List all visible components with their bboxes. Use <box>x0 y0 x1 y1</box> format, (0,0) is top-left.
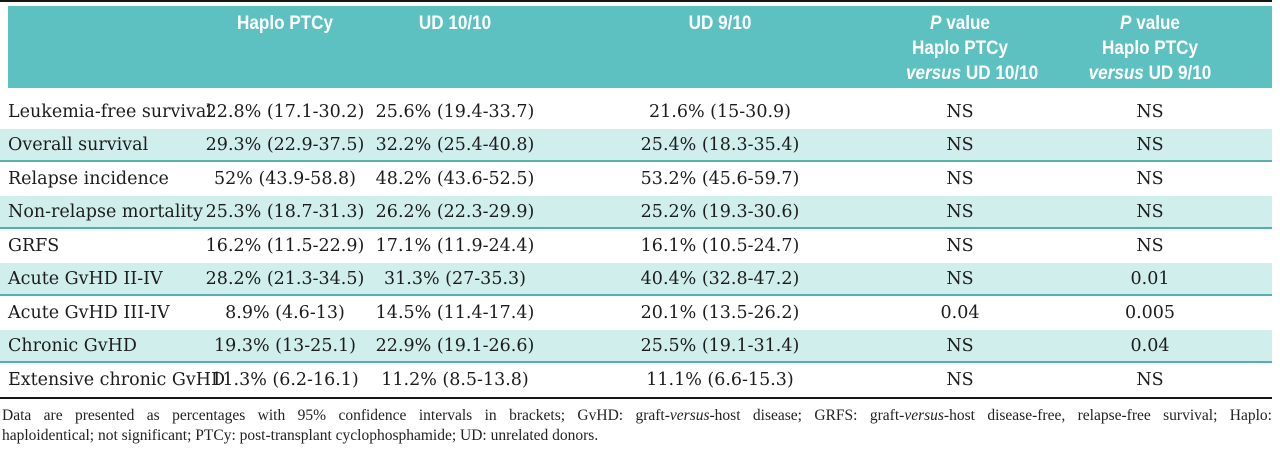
cell-ud-10-10: 11.2% (8.5-13.8) <box>381 369 529 390</box>
footnote-line-2: haploidentical; not significant; PTCy: p… <box>2 426 599 444</box>
cell-haplo-ptcy: 28.2% (21.3-34.5) <box>205 269 365 290</box>
header-cell-haplo-ptcy: Haplo PTCy <box>237 13 333 34</box>
cell-pvalue-vs-ud-10-10: NS <box>946 269 974 290</box>
cell-ud-9-10: 20.1% (13.5-26.2) <box>640 302 800 323</box>
cell-ud-9-10: 11.1% (6.6-15.3) <box>646 369 794 390</box>
table-row: Non-relapse mortality 25.3% (18.7-31.3) … <box>0 195 1280 230</box>
cell-haplo-ptcy: 22.8% (17.1-30.2) <box>205 101 365 122</box>
cell-ud-9-10: 16.1% (10.5-24.7) <box>640 235 800 256</box>
cell-pvalue-vs-ud-9-10: NS <box>1136 168 1164 189</box>
cell-pvalue-vs-ud-10-10: NS <box>946 135 974 156</box>
cell-ud-10-10: 25.6% (19.4-33.7) <box>375 101 535 122</box>
row-label: Non-relapse mortality <box>8 202 203 223</box>
cell-ud-9-10: 21.6% (15-30.9) <box>649 101 791 122</box>
cell-ud-10-10: 48.2% (43.6-52.5) <box>375 168 535 189</box>
row-label: Chronic GvHD <box>8 336 137 357</box>
cell-pvalue-vs-ud-10-10: NS <box>946 235 974 256</box>
cell-ud-10-10: 32.2% (25.4-40.8) <box>375 135 535 156</box>
cell-haplo-ptcy: 52% (43.9-58.8) <box>214 168 356 189</box>
header-cell-ud-10-10: UD 10/10 <box>418 13 492 34</box>
cell-pvalue-vs-ud-10-10: 0.04 <box>940 302 980 323</box>
header-cell-pvalue-vs-ud-10-10: P value Haplo PTCy versus UD 10/10 <box>906 13 1039 84</box>
table-body: Leukemia-free survival 22.8% (17.1-30.2)… <box>0 95 1280 397</box>
cell-haplo-ptcy: 25.3% (18.7-31.3) <box>205 202 365 223</box>
cell-pvalue-vs-ud-10-10: NS <box>946 202 974 223</box>
cell-ud-9-10: 25.4% (18.3-35.4) <box>640 135 800 156</box>
cell-ud-9-10: 53.2% (45.6-59.7) <box>640 168 800 189</box>
bottom-rule <box>0 396 1272 399</box>
cell-pvalue-vs-ud-9-10: 0.04 <box>1130 336 1170 357</box>
cell-ud-10-10: 31.3% (27-35.3) <box>384 269 526 290</box>
row-label: GRFS <box>8 235 60 256</box>
table-row: Chronic GvHD 19.3% (13-25.1) 22.9% (19.1… <box>0 329 1280 364</box>
header-cell-pvalue-vs-ud-9-10: P value Haplo PTCy versus UD 9/10 <box>1088 13 1212 84</box>
row-label: Extensive chronic GvHD <box>8 369 226 390</box>
table-row: Leukemia-free survival 22.8% (17.1-30.2)… <box>0 95 1280 129</box>
header-cell-row-label <box>0 6 200 88</box>
cell-haplo-ptcy: 29.3% (22.9-37.5) <box>205 135 365 156</box>
cell-pvalue-vs-ud-9-10: NS <box>1136 101 1164 122</box>
cell-ud-10-10: 22.9% (19.1-26.6) <box>375 336 535 357</box>
cell-pvalue-vs-ud-10-10: NS <box>946 336 974 357</box>
header-cell-ud-9-10: UD 9/10 <box>688 13 752 34</box>
row-label: Acute GvHD III-IV <box>8 302 170 323</box>
top-rule <box>0 0 1272 2</box>
table-footnote: Data are presented as percentages with 9… <box>2 406 1272 446</box>
row-label: Overall survival <box>8 135 149 156</box>
cell-ud-10-10: 14.5% (11.4-17.4) <box>375 302 535 323</box>
table-row: Relapse incidence 52% (43.9-58.8) 48.2% … <box>0 162 1280 196</box>
row-label: Leukemia-free survival <box>8 101 212 122</box>
cell-pvalue-vs-ud-10-10: NS <box>946 101 974 122</box>
cell-pvalue-vs-ud-9-10: NS <box>1136 202 1164 223</box>
cell-pvalue-vs-ud-9-10: NS <box>1136 369 1164 390</box>
table-row: GRFS 16.2% (11.5-22.9) 17.1% (11.9-24.4)… <box>0 229 1280 263</box>
cell-haplo-ptcy: 16.2% (11.5-22.9) <box>205 235 365 256</box>
cell-ud-10-10: 17.1% (11.9-24.4) <box>375 235 535 256</box>
cell-pvalue-vs-ud-9-10: NS <box>1136 135 1164 156</box>
cell-pvalue-vs-ud-10-10: NS <box>946 168 974 189</box>
cell-ud-9-10: 25.2% (19.3-30.6) <box>640 202 800 223</box>
cell-pvalue-vs-ud-10-10: NS <box>946 369 974 390</box>
cell-ud-9-10: 25.5% (19.1-31.4) <box>640 336 800 357</box>
cell-haplo-ptcy: 8.9% (4.6-13) <box>225 302 345 323</box>
cell-pvalue-vs-ud-9-10: 0.005 <box>1124 302 1176 323</box>
table-row: Extensive chronic GvHD 11.3% (6.2-16.1) … <box>0 363 1280 397</box>
row-label: Acute GvHD II-IV <box>8 269 163 290</box>
table-row: Acute GvHD III-IV 8.9% (4.6-13) 14.5% (1… <box>0 296 1280 330</box>
cell-pvalue-vs-ud-9-10: NS <box>1136 235 1164 256</box>
cell-ud-9-10: 40.4% (32.8-47.2) <box>640 269 800 290</box>
table-row: Overall survival 29.3% (22.9-37.5) 32.2%… <box>0 128 1280 163</box>
row-label: Relapse incidence <box>8 168 169 189</box>
cell-ud-10-10: 26.2% (22.3-29.9) <box>375 202 535 223</box>
cell-haplo-ptcy: 11.3% (6.2-16.1) <box>211 369 359 390</box>
footnote-line-1: Data are presented as percentages with 9… <box>2 406 1272 424</box>
cell-haplo-ptcy: 19.3% (13-25.1) <box>214 336 356 357</box>
table-row: Acute GvHD II-IV 28.2% (21.3-34.5) 31.3%… <box>0 262 1280 297</box>
cell-pvalue-vs-ud-9-10: 0.01 <box>1130 269 1170 290</box>
table-header-row: Haplo PTCy UD 10/10 UD 9/10 P value Haplo… <box>0 6 1280 88</box>
